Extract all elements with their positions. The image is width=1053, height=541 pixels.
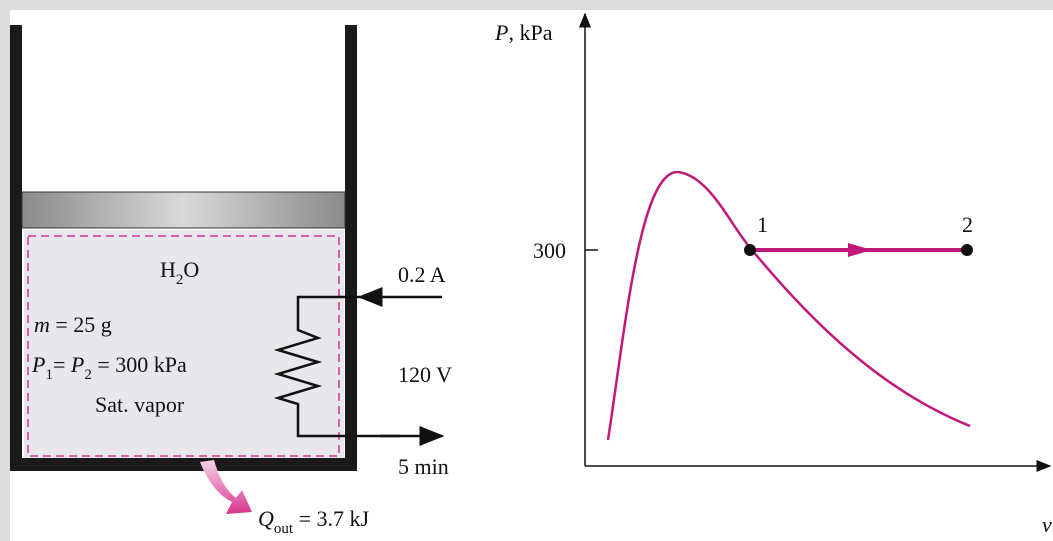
symbol: Q [258,506,274,531]
text: , kPa [508,20,552,45]
state-label: 1 [757,212,768,237]
state-label: 2 [962,212,973,237]
resistor-circuit [273,287,445,446]
text: P [494,20,508,45]
voltage-label: 120 V [398,362,452,387]
subscript: out [274,521,294,537]
pressure-label: P1= P2 = 300 kPa [31,352,187,383]
heat-label: Qout = 3.7 kJ [258,506,369,537]
symbol: P [70,352,84,377]
symbol: P [31,352,45,377]
subscript: 2 [84,367,92,383]
current-label: 0.2 A [398,262,446,287]
text: = 3.7 kJ [293,506,369,531]
system-boundary [27,235,340,457]
gas-region [24,230,344,458]
cylinder-wall [10,25,22,471]
heat-arrow [200,460,252,514]
y-axis-label: P, kPa [494,20,553,45]
substance-label: H2O [160,257,199,288]
text: H [160,257,176,282]
process-arrow [848,243,872,257]
subscript: 2 [176,272,184,288]
text: = 300 kPa [92,352,187,377]
cylinder-wall [345,25,357,471]
symbol: m [34,312,50,337]
state-label: Sat. vapor [95,392,185,417]
cylinder-bottom [10,458,357,471]
mass-label: m = 25 g [34,312,112,337]
text: = [53,352,71,377]
pressure-tick: 300 [533,238,566,263]
x-axis-label: v [1042,512,1052,537]
axes [579,12,1052,472]
piston [21,191,346,229]
text: O [183,257,199,282]
state-point [961,244,973,256]
subscript: 1 [45,367,53,383]
saturation-dome [606,170,971,441]
time-label: 5 min [398,454,449,479]
state-point [744,244,756,256]
text: = 25 g [50,312,112,337]
